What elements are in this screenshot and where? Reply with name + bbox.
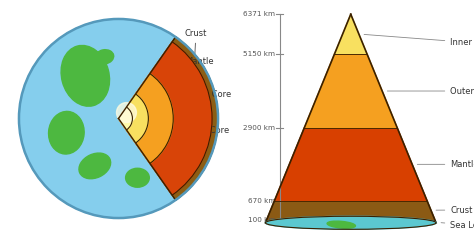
Wedge shape [118, 42, 212, 195]
Text: Crust: Crust [436, 205, 473, 214]
Text: Mantle: Mantle [417, 160, 474, 169]
Text: 100 km: 100 km [247, 217, 275, 223]
Text: Inner Core: Inner Core [364, 34, 474, 47]
Circle shape [117, 103, 137, 123]
Text: Mantle: Mantle [185, 57, 213, 78]
Polygon shape [304, 54, 397, 128]
Ellipse shape [126, 168, 149, 187]
Text: 670 km: 670 km [247, 198, 275, 204]
Wedge shape [118, 37, 218, 200]
Polygon shape [265, 219, 436, 223]
Ellipse shape [79, 153, 110, 179]
Polygon shape [335, 14, 367, 54]
Text: 6371 km: 6371 km [243, 11, 275, 17]
Ellipse shape [265, 216, 436, 229]
Ellipse shape [61, 46, 109, 106]
Wedge shape [118, 74, 173, 163]
Text: Inner Core: Inner Core [149, 117, 229, 135]
Ellipse shape [95, 50, 114, 64]
Circle shape [19, 19, 218, 218]
Ellipse shape [327, 221, 356, 228]
Text: 2900 km: 2900 km [243, 125, 275, 131]
Text: Crust: Crust [185, 29, 207, 56]
Text: Outer Core: Outer Core [174, 90, 231, 104]
Ellipse shape [48, 111, 84, 154]
Text: 5150 km: 5150 km [243, 51, 275, 57]
Polygon shape [274, 128, 427, 201]
Wedge shape [118, 94, 148, 143]
Wedge shape [118, 107, 132, 130]
Polygon shape [267, 201, 435, 219]
Text: Sea Level: Sea Level [441, 221, 474, 230]
Text: Outer Core: Outer Core [387, 87, 474, 96]
